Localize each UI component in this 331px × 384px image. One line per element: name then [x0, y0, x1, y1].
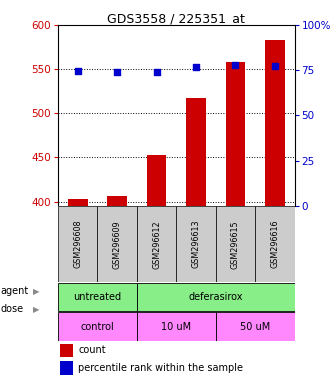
Point — [193, 63, 199, 70]
Text: count: count — [78, 345, 106, 355]
Text: GSM296608: GSM296608 — [73, 220, 82, 268]
Text: GSM296609: GSM296609 — [113, 220, 121, 268]
Bar — [107, 196, 127, 206]
Text: percentile rank within the sample: percentile rank within the sample — [78, 363, 243, 373]
Text: agent: agent — [1, 286, 29, 296]
Text: untreated: untreated — [73, 292, 121, 302]
Bar — [60, 344, 73, 357]
FancyBboxPatch shape — [137, 206, 176, 282]
FancyBboxPatch shape — [255, 206, 295, 282]
FancyBboxPatch shape — [137, 283, 295, 311]
Point — [272, 63, 277, 69]
Text: 10 uM: 10 uM — [161, 321, 191, 331]
Text: 50 uM: 50 uM — [240, 321, 270, 331]
FancyBboxPatch shape — [58, 283, 137, 311]
Point — [154, 69, 159, 75]
Point — [75, 68, 80, 74]
FancyBboxPatch shape — [216, 206, 255, 282]
Bar — [225, 62, 245, 206]
FancyBboxPatch shape — [97, 206, 137, 282]
Bar — [147, 155, 166, 206]
FancyBboxPatch shape — [216, 313, 295, 341]
Bar — [60, 361, 73, 374]
Text: deferasirox: deferasirox — [188, 292, 243, 302]
Title: GDS3558 / 225351_at: GDS3558 / 225351_at — [107, 12, 245, 25]
Text: control: control — [80, 321, 114, 331]
Point — [233, 62, 238, 68]
Text: GSM296616: GSM296616 — [270, 220, 279, 268]
Bar — [68, 199, 87, 206]
Text: ▶: ▶ — [33, 305, 40, 314]
Text: GSM296615: GSM296615 — [231, 220, 240, 268]
Bar — [265, 40, 285, 206]
FancyBboxPatch shape — [58, 206, 97, 282]
Text: ▶: ▶ — [33, 286, 40, 296]
FancyBboxPatch shape — [137, 313, 216, 341]
Text: GSM296613: GSM296613 — [191, 220, 201, 268]
Point — [115, 70, 120, 76]
FancyBboxPatch shape — [58, 313, 137, 341]
Text: GSM296612: GSM296612 — [152, 220, 161, 268]
FancyBboxPatch shape — [176, 206, 216, 282]
Text: dose: dose — [1, 304, 24, 314]
Bar — [186, 98, 206, 206]
